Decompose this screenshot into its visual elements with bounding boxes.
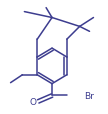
Text: Br: Br bbox=[85, 91, 94, 100]
Text: O: O bbox=[30, 97, 37, 106]
